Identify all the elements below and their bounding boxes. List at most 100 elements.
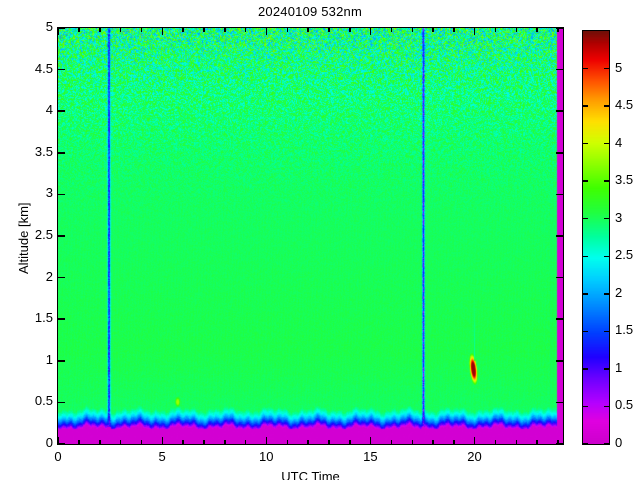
y-tick-mark bbox=[58, 401, 65, 404]
y-tick-mark bbox=[58, 360, 65, 362]
colorbar-tick-mark bbox=[583, 293, 588, 295]
y-tick-mark-right bbox=[556, 27, 563, 29]
y-tick-mark bbox=[58, 443, 65, 445]
x-tick-mark-top bbox=[473, 28, 476, 35]
x-tick-mark bbox=[57, 437, 59, 444]
x-minor-tick-top bbox=[286, 28, 289, 32]
x-minor-tick bbox=[536, 440, 538, 444]
y-tick-label: 3.5 bbox=[34, 143, 53, 159]
x-minor-tick bbox=[515, 440, 518, 444]
colorbar-tick-mark bbox=[583, 142, 588, 145]
colorbar-tick-mark-right bbox=[604, 443, 609, 445]
colorbar-tick-label: 2.5 bbox=[615, 247, 634, 263]
colorbar-gradient bbox=[583, 31, 609, 444]
colorbar-tick-label: 0.5 bbox=[615, 397, 634, 413]
y-tick-mark bbox=[58, 68, 65, 71]
y-tick-label: 0 bbox=[45, 435, 53, 450]
colorbar-tick-mark-right bbox=[604, 293, 609, 295]
colorbar-tick-label: 4 bbox=[615, 134, 623, 150]
x-minor-tick bbox=[99, 440, 101, 444]
colorbar-tick-mark bbox=[583, 217, 588, 220]
colorbar-tick-mark-right bbox=[604, 180, 609, 182]
x-tick-mark-top bbox=[369, 28, 372, 35]
x-minor-tick bbox=[349, 440, 351, 444]
colorbar-tick-mark-right bbox=[604, 105, 609, 107]
colorbar-tick-mark bbox=[583, 67, 588, 70]
y-tick-mark-right bbox=[556, 193, 563, 196]
colorbar-tick-label: 4.5 bbox=[615, 97, 634, 113]
x-tick-mark-top bbox=[57, 28, 59, 35]
x-minor-tick bbox=[411, 440, 414, 444]
x-tick-mark bbox=[473, 437, 476, 444]
y-tick-mark-right bbox=[556, 68, 563, 71]
x-minor-tick bbox=[557, 440, 559, 444]
x-minor-tick bbox=[432, 440, 434, 444]
x-minor-tick bbox=[182, 440, 184, 444]
x-minor-tick bbox=[140, 440, 143, 444]
x-minor-tick bbox=[286, 440, 289, 444]
x-tick-mark-top bbox=[161, 28, 164, 35]
colorbar-tick-mark-right bbox=[604, 405, 609, 408]
colorbar-tick-label: 1.5 bbox=[615, 322, 634, 338]
y-axis-label: Altitude [km] bbox=[16, 202, 31, 274]
y-tick-mark-right bbox=[556, 401, 563, 404]
x-minor-tick bbox=[244, 440, 247, 444]
y-tick-mark-right bbox=[556, 235, 563, 237]
y-tick-mark-right bbox=[556, 276, 563, 279]
colorbar-tick-label: 3 bbox=[615, 209, 623, 225]
y-tick-mark-right bbox=[556, 443, 563, 445]
page-title: 20240109 532nm bbox=[257, 4, 362, 19]
x-minor-tick-top bbox=[99, 28, 101, 32]
y-tick-mark-right bbox=[556, 110, 563, 112]
colorbar-tick-mark bbox=[583, 443, 588, 445]
y-tick-label: 5 bbox=[45, 19, 53, 34]
y-tick-mark bbox=[58, 276, 65, 279]
colorbar-tick-mark bbox=[583, 368, 588, 370]
colorbar-tick-mark-right bbox=[604, 330, 609, 333]
x-minor-tick bbox=[203, 440, 205, 444]
x-minor-tick bbox=[390, 440, 393, 444]
y-tick-mark bbox=[58, 27, 65, 29]
colorbar-tick-label: 5 bbox=[615, 59, 623, 75]
colorbar-tick-mark-right bbox=[604, 217, 609, 220]
x-minor-tick-top bbox=[140, 28, 143, 32]
y-tick-mark bbox=[58, 318, 65, 320]
y-tick-mark bbox=[58, 235, 65, 237]
y-tick-label: 4 bbox=[45, 102, 53, 118]
colorbar-tick-mark bbox=[583, 255, 588, 258]
y-tick-label: 2.5 bbox=[34, 227, 53, 242]
colorbar-tick-mark-right bbox=[604, 255, 609, 258]
x-minor-tick bbox=[224, 440, 226, 444]
x-tick-label: 0 bbox=[54, 449, 62, 464]
x-minor-tick bbox=[453, 440, 455, 444]
x-minor-tick-top bbox=[119, 28, 122, 32]
x-minor-tick-top bbox=[182, 28, 184, 32]
x-tick-label: 15 bbox=[363, 449, 378, 464]
colorbar-tick-label: 2 bbox=[615, 284, 623, 300]
x-minor-tick-top bbox=[390, 28, 393, 32]
x-minor-tick-top bbox=[411, 28, 414, 32]
y-tick-mark bbox=[58, 193, 65, 196]
x-minor-tick bbox=[328, 440, 330, 444]
y-tick-mark-right bbox=[556, 360, 563, 362]
x-minor-tick-top bbox=[494, 28, 497, 32]
colorbar-tick-mark-right bbox=[604, 142, 609, 145]
y-tick-mark-right bbox=[556, 152, 563, 154]
x-tick-mark bbox=[161, 437, 164, 444]
y-tick-label: 1 bbox=[45, 351, 53, 367]
x-minor-tick-top bbox=[203, 28, 205, 32]
y-tick-label: 4.5 bbox=[34, 60, 53, 76]
colorbar-tick-label: 3.5 bbox=[615, 172, 634, 188]
x-axis-label: UTC Time bbox=[281, 469, 340, 480]
colorbar-tick-mark bbox=[583, 330, 588, 333]
y-tick-mark bbox=[58, 110, 65, 112]
colorbar-tick-mark bbox=[583, 105, 588, 107]
x-minor-tick-top bbox=[328, 28, 330, 32]
x-tick-label: 5 bbox=[158, 449, 166, 464]
x-minor-tick-top bbox=[307, 28, 309, 32]
y-tick-label: 2 bbox=[45, 268, 53, 284]
x-minor-tick-top bbox=[244, 28, 247, 32]
x-tick-mark bbox=[369, 437, 372, 444]
x-minor-tick-top bbox=[432, 28, 434, 32]
x-minor-tick-top bbox=[536, 28, 538, 32]
